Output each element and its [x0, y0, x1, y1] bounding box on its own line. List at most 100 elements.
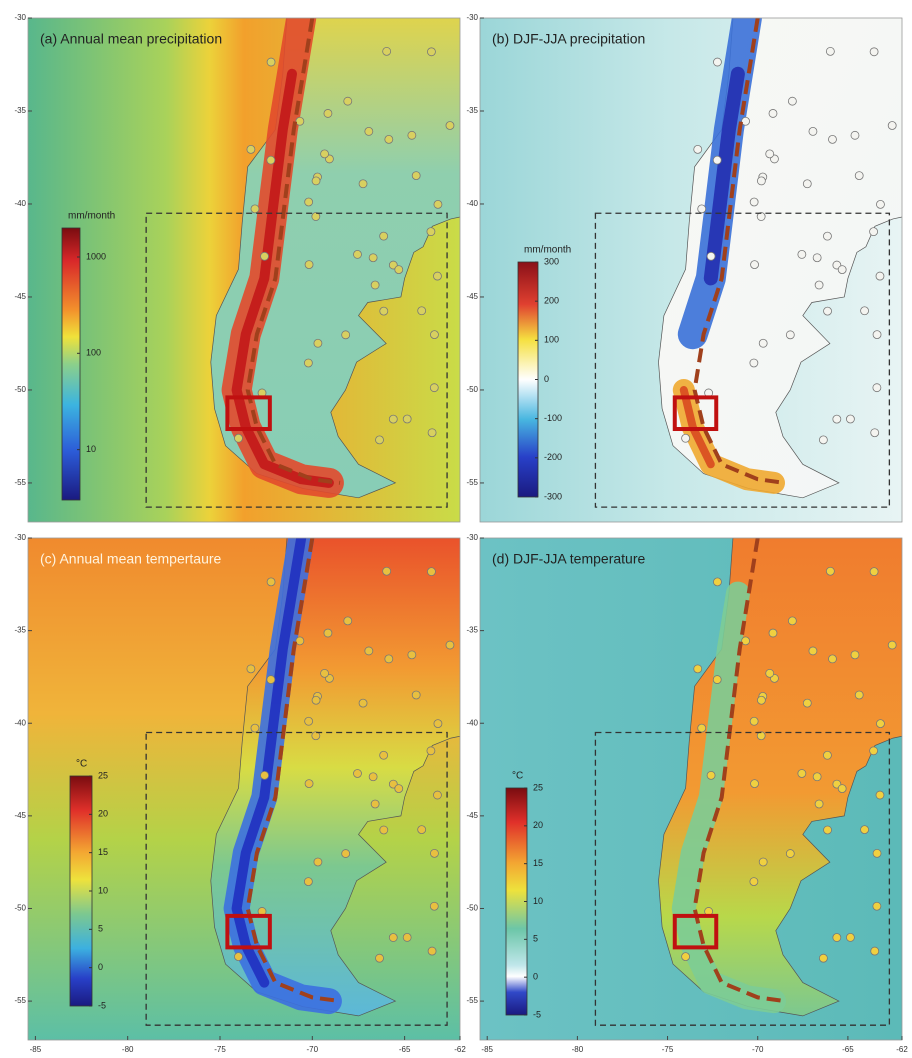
station	[427, 747, 435, 755]
station	[819, 954, 827, 962]
station	[682, 434, 690, 442]
station	[433, 272, 441, 280]
colorbar-tick-label: 15	[533, 858, 543, 868]
station	[803, 699, 811, 707]
station	[809, 127, 817, 135]
station	[742, 117, 750, 125]
station	[359, 699, 367, 707]
station	[251, 205, 259, 213]
station	[750, 198, 758, 206]
station	[888, 121, 896, 129]
station	[813, 254, 821, 262]
station	[861, 826, 869, 834]
station	[312, 177, 320, 185]
y-tick-label: -45	[466, 292, 478, 301]
station	[434, 720, 442, 728]
station	[389, 934, 397, 942]
station	[851, 651, 859, 659]
station	[870, 48, 878, 56]
station	[305, 261, 313, 269]
station	[412, 172, 420, 180]
colorbar-tick-label: 25	[98, 770, 108, 780]
station	[395, 266, 403, 274]
station	[267, 676, 275, 684]
map-panel: (c) Annual mean tempertaure-30-35-40-45-…	[14, 520, 478, 1055]
y-tick-label: -30	[14, 13, 26, 22]
station	[888, 641, 896, 649]
y-tick-label: -50	[466, 385, 478, 394]
station	[324, 109, 332, 117]
panel-label: (d) DJF-JJA temperature	[492, 551, 645, 567]
station	[380, 232, 388, 240]
station	[408, 131, 416, 139]
station	[788, 97, 796, 105]
station	[713, 58, 721, 66]
station	[873, 902, 881, 910]
station	[312, 696, 320, 704]
station	[446, 121, 454, 129]
station	[694, 145, 702, 153]
station	[876, 791, 884, 799]
station	[838, 785, 846, 793]
station	[871, 429, 879, 437]
station	[430, 384, 438, 392]
colorbar-unit: mm/month	[524, 245, 571, 256]
station	[428, 429, 436, 437]
station	[809, 647, 817, 655]
station	[369, 773, 377, 781]
station	[380, 751, 388, 759]
station	[682, 953, 690, 961]
colorbar-tick-label: -5	[533, 1009, 541, 1019]
colorbar-tick-label: -200	[544, 452, 562, 462]
station	[846, 933, 854, 941]
station	[828, 655, 836, 663]
station	[824, 826, 832, 834]
station	[371, 281, 379, 289]
station	[365, 647, 373, 655]
y-tick-label: -40	[466, 718, 478, 727]
station	[304, 359, 312, 367]
page: (a) Annual mean precipitation-30-35-40-4…	[0, 0, 912, 1058]
colorbar-unit: °C	[512, 771, 523, 782]
colorbar-tick-label: 10	[98, 885, 108, 895]
station	[353, 250, 361, 258]
station	[418, 307, 426, 315]
station	[383, 47, 391, 55]
station	[813, 773, 821, 781]
station	[305, 780, 313, 788]
station	[788, 617, 796, 625]
station	[376, 436, 384, 444]
station	[408, 651, 416, 659]
station	[876, 200, 884, 208]
station	[371, 800, 379, 808]
station	[759, 858, 767, 866]
y-tick-label: -40	[14, 718, 26, 727]
station	[376, 954, 384, 962]
station	[344, 97, 352, 105]
station	[403, 415, 411, 423]
colorbar-tick-label: -100	[544, 413, 562, 423]
station	[855, 691, 863, 699]
station	[698, 724, 706, 732]
x-tick-label: -75	[662, 1045, 674, 1054]
colorbar-tick-label: -300	[544, 491, 562, 501]
x-tick-label: -75	[214, 1045, 226, 1054]
map-panel: (d) DJF-JJA temperature-30-35-40-45-50-5…	[466, 520, 912, 1055]
station	[365, 127, 373, 135]
station	[819, 436, 827, 444]
station	[267, 58, 275, 66]
x-tick-label: -62	[896, 1045, 908, 1054]
station	[314, 339, 322, 347]
y-tick-label: -45	[14, 811, 26, 820]
colorbar-tick-label: 20	[98, 809, 108, 819]
y-tick-label: -35	[14, 626, 26, 635]
colorbar-tick-label: 100	[86, 348, 101, 358]
colorbar-tick-label: 25	[533, 782, 543, 792]
x-tick-label: -70	[307, 1045, 319, 1054]
station	[870, 747, 878, 755]
colorbar-tick-label: 10	[533, 896, 543, 906]
colorbar	[70, 776, 92, 1006]
station	[698, 205, 706, 213]
station	[838, 266, 846, 274]
station	[876, 272, 884, 280]
